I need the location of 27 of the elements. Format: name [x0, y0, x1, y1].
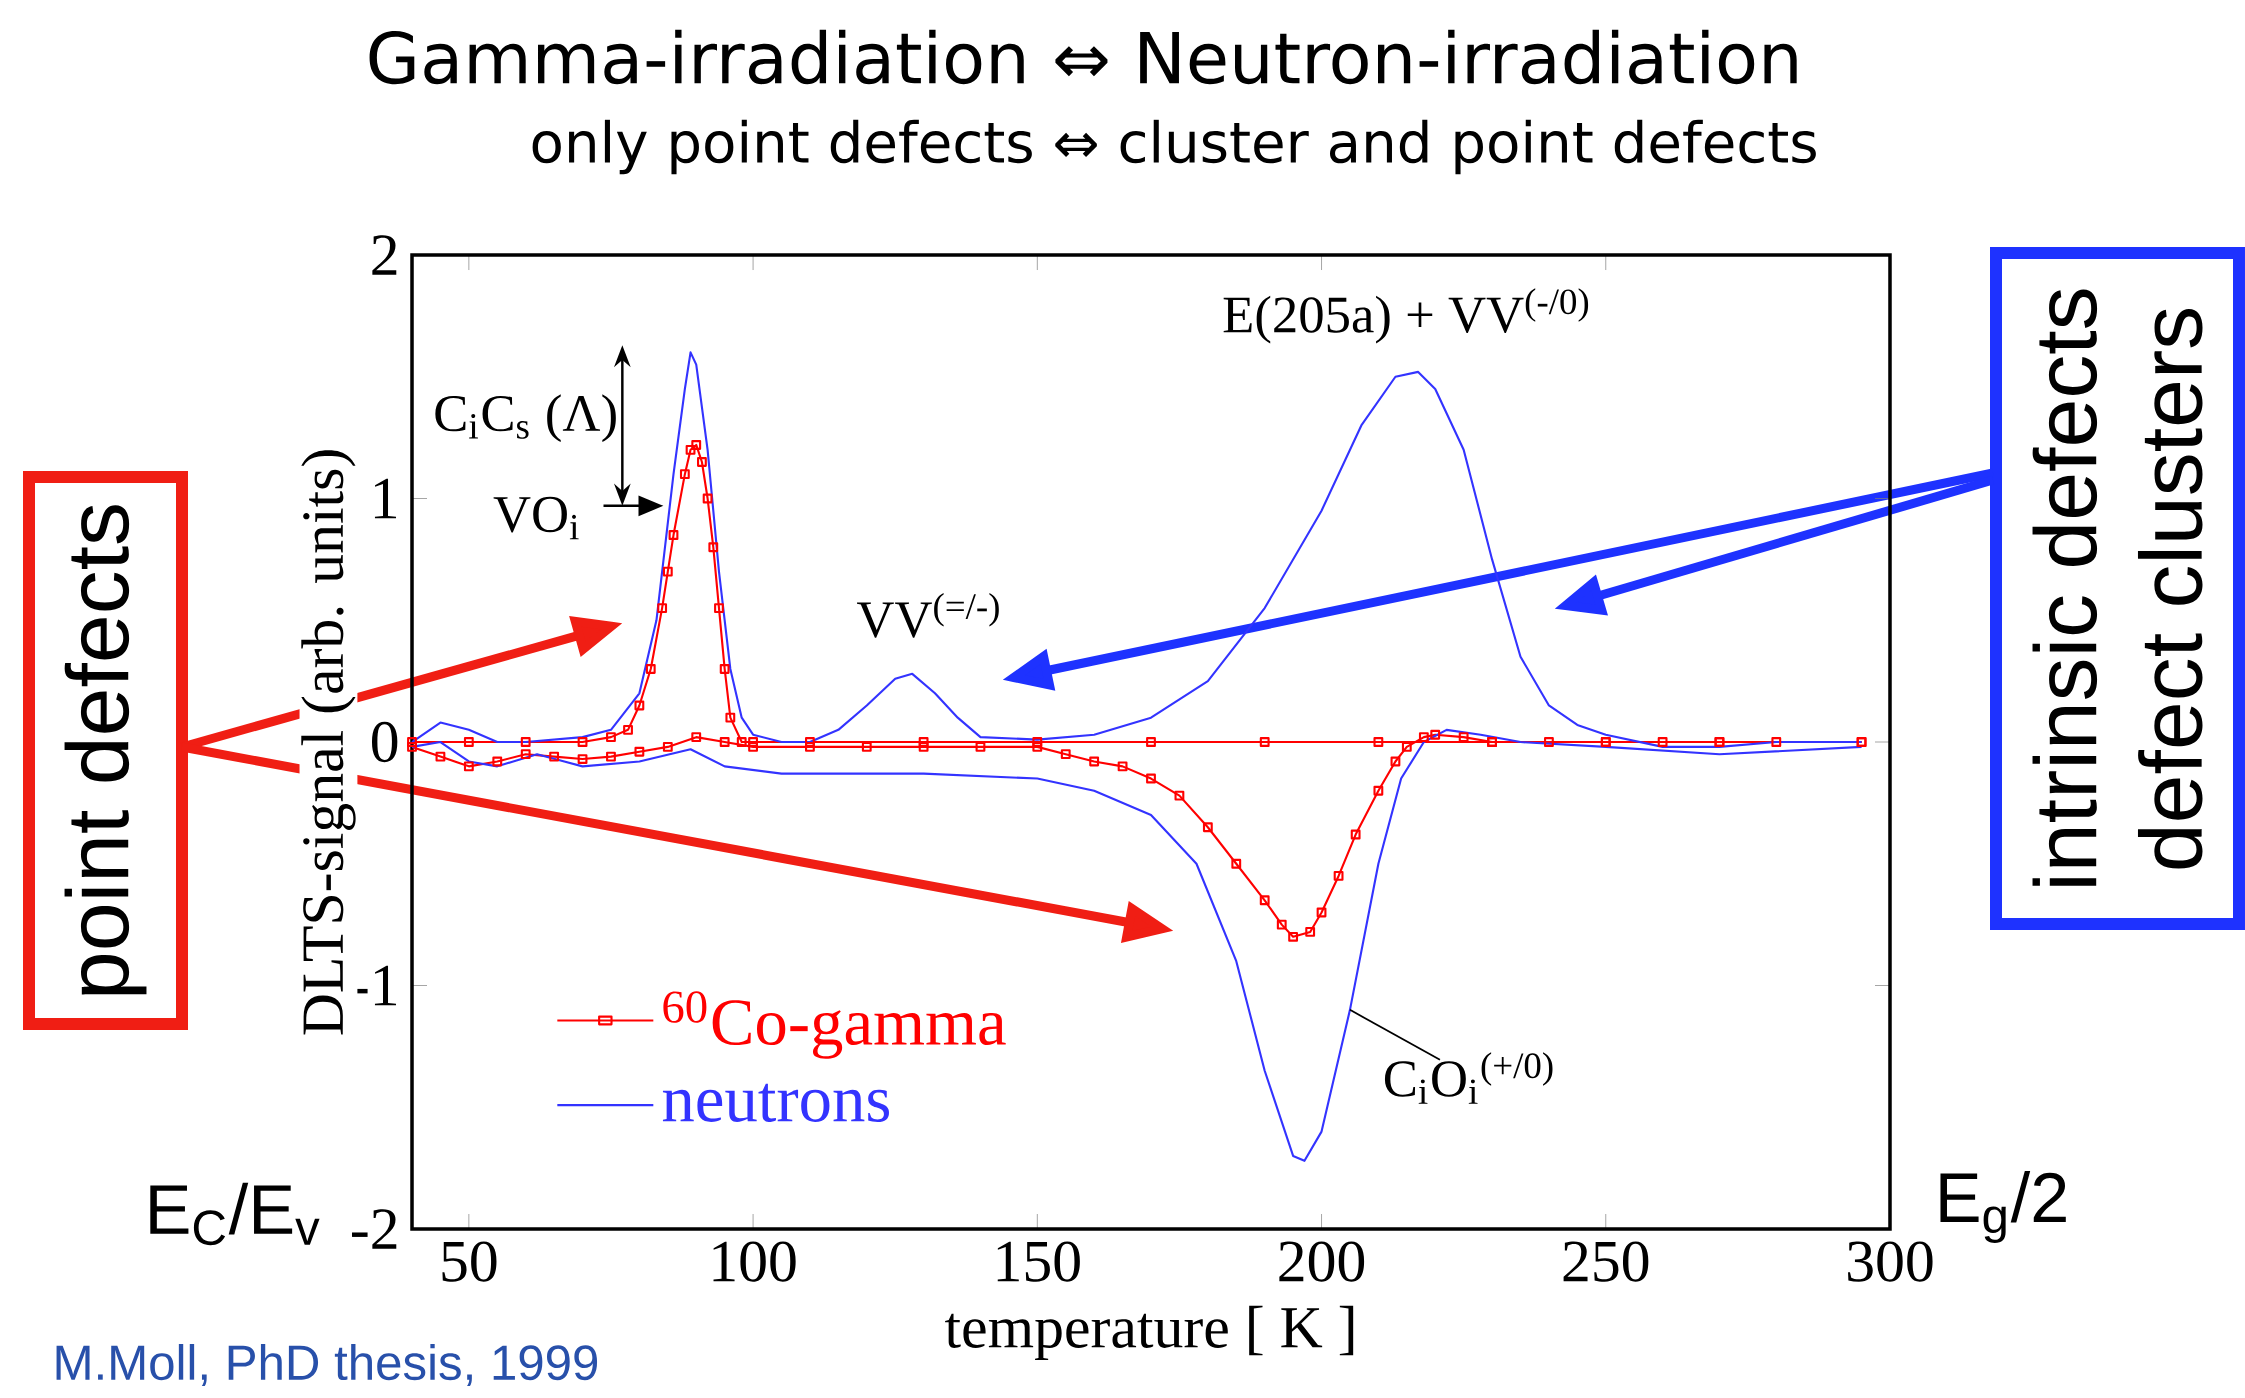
annotation: C$_{i}$O$_{i}$(+/0)	[1384, 1052, 1553, 1104]
annotation: VO$_{i}$	[493, 496, 579, 540]
legend-label: $^{60}$Co-gamma	[663, 991, 1006, 1059]
annotation: VV$^{(=/-)}$	[856, 593, 999, 638]
y-axis-title: DLTS-signal (arb. units)	[301, 450, 356, 1035]
text: M.Moll, PhD thesis, 1999	[56, 1344, 598, 1387]
y-tick-label: -2	[352, 1209, 397, 1249]
x-tick-label: 100	[713, 1241, 796, 1282]
text: E$_{C}$/E$_{v}$	[150, 1182, 320, 1246]
text: defect clusters	[2137, 309, 2203, 869]
chart-subtitle: only point defects ⇔ cluster and point defects	[532, 119, 1816, 175]
annotation: C$_{i}$C$_{s}$ (Λ)	[435, 394, 616, 443]
legend-label: neutrons	[662, 1083, 889, 1123]
text: point defects	[64, 505, 147, 995]
text: E$_{g}$/2	[1940, 1171, 2066, 1244]
text: intrinsic defects	[2032, 289, 2098, 887]
x-tick-label: 250	[1563, 1241, 1649, 1282]
x-tick-label: 200	[1279, 1241, 1365, 1282]
x-axis-title: temperature [ K ]	[945, 1306, 1354, 1361]
y-tick-label: 2	[372, 235, 397, 275]
annotation: E(205a) + VV$^{(-/0)}$	[1223, 288, 1589, 344]
x-tick-label: 150	[997, 1241, 1080, 1282]
x-tick-label: 300	[1848, 1241, 1933, 1282]
x-tick-label: 50	[442, 1241, 497, 1282]
y-tick-label: 0	[371, 722, 398, 763]
chart-title: Gamma-irradiation ⇔ Neutron-irradiation	[369, 29, 1797, 85]
y-tick-label: 1	[374, 478, 397, 519]
